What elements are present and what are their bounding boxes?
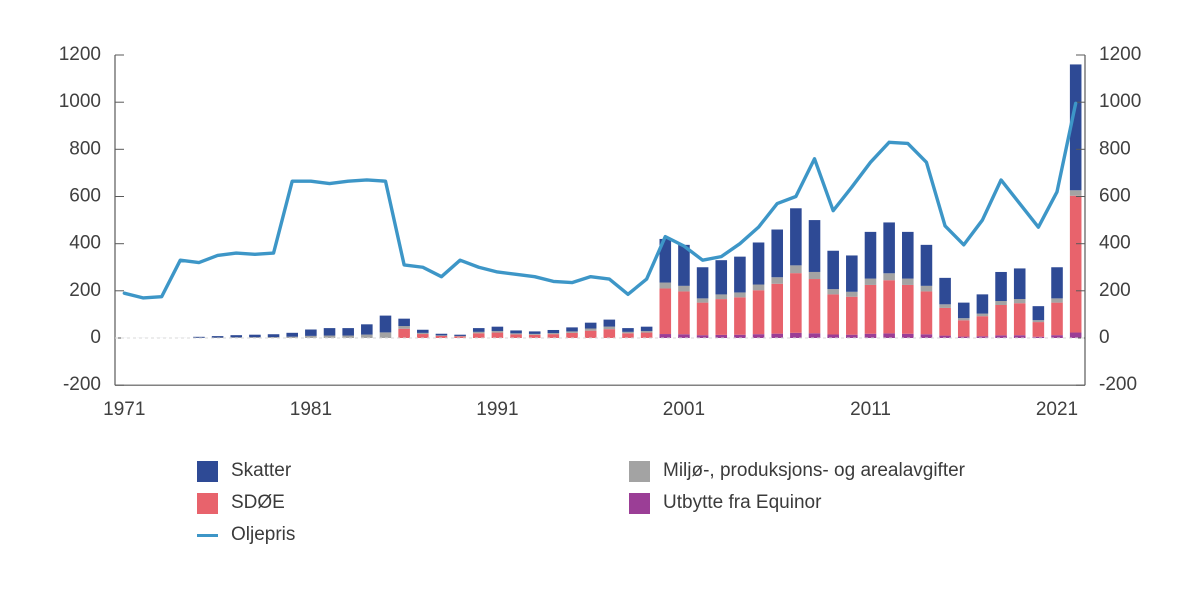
svg-text:400: 400 <box>1099 233 1131 254</box>
svg-text:2021: 2021 <box>1036 399 1078 420</box>
svg-text:600: 600 <box>69 186 101 207</box>
svg-text:1200: 1200 <box>59 44 101 65</box>
svg-text:-200: -200 <box>63 374 101 395</box>
svg-text:-200: -200 <box>1099 374 1137 395</box>
svg-text:800: 800 <box>1099 138 1131 159</box>
svg-text:0: 0 <box>1099 327 1110 348</box>
svg-text:200: 200 <box>69 280 101 301</box>
svg-text:1991: 1991 <box>476 399 518 420</box>
svg-text:0: 0 <box>90 327 101 348</box>
svg-text:1000: 1000 <box>1099 91 1141 112</box>
svg-text:800: 800 <box>69 138 101 159</box>
svg-text:2011: 2011 <box>850 399 891 420</box>
svg-text:200: 200 <box>1099 280 1131 301</box>
svg-text:1200: 1200 <box>1099 44 1141 65</box>
svg-text:600: 600 <box>1099 186 1131 207</box>
svg-text:400: 400 <box>69 233 101 254</box>
svg-text:1971: 1971 <box>103 399 145 420</box>
svg-text:1000: 1000 <box>59 91 101 112</box>
svg-text:2001: 2001 <box>663 399 705 420</box>
svg-text:1981: 1981 <box>290 399 332 420</box>
